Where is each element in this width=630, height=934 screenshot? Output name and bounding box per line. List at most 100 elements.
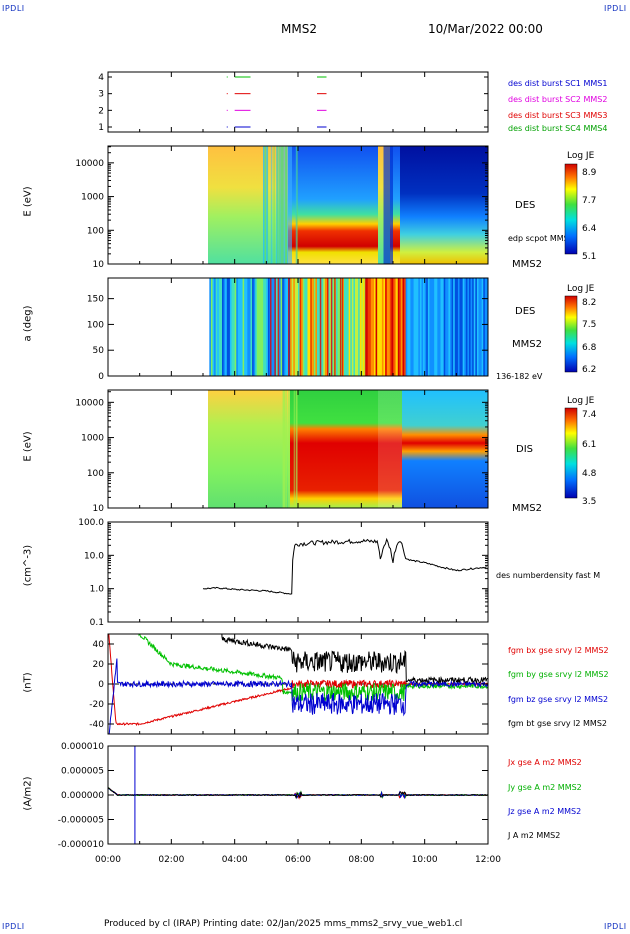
spectrogram-band — [469, 278, 472, 376]
spectrogram-band — [294, 278, 297, 376]
spectrogram-band — [412, 278, 415, 376]
spectrogram-band — [435, 278, 438, 376]
corner-label-top-right: IPDLI — [604, 4, 627, 13]
spectrogram-band — [372, 278, 375, 376]
y-tick-label: 0 — [98, 372, 104, 382]
colorbar-tick: 7.4 — [582, 410, 597, 420]
spectrogram-region — [208, 390, 290, 508]
colorbar-tick: 3.5 — [582, 497, 597, 507]
spectrogram-band — [359, 278, 362, 376]
spectrogram-band — [321, 278, 324, 376]
spectrogram-band — [260, 278, 263, 376]
y-tick-label: 0.000000 — [61, 791, 104, 801]
spectrogram-band — [467, 278, 470, 376]
colorbar-title-1: Log JE — [567, 151, 595, 161]
spectrogram-band — [228, 278, 231, 376]
spectrogram-band — [356, 278, 359, 376]
spectrogram-band — [288, 278, 291, 376]
legend-bt: fgm bt gse srvy l2 MMS2 — [508, 719, 607, 728]
burst-dot — [226, 126, 228, 128]
spectrogram-band — [283, 278, 286, 376]
spectrogram-band — [434, 278, 437, 376]
colorbar-tick: 7.5 — [582, 320, 597, 330]
spectrogram-band — [305, 278, 308, 376]
spectrogram-band — [261, 278, 264, 376]
spectrogram-band — [478, 278, 481, 376]
y-tick-label: 2 — [98, 106, 104, 116]
spectrogram-band — [389, 278, 392, 376]
y-tick-label: 10000 — [75, 398, 104, 408]
spectrogram-band — [329, 278, 332, 376]
spectrogram-band — [229, 278, 232, 376]
spectrogram-band — [237, 278, 240, 376]
burst-dot — [226, 109, 228, 111]
spectrogram-band — [459, 278, 462, 376]
label-mms2-3: MMS2 — [512, 503, 542, 514]
legend-jy: Jy gse A m2 MMS2 — [508, 783, 582, 792]
spectrogram-band — [247, 278, 250, 376]
spectrogram-band — [364, 278, 367, 376]
y-tick-label: 1000 — [81, 193, 104, 203]
colorbar-tick: 5.1 — [582, 252, 597, 262]
spectrogram-band — [386, 278, 389, 376]
legend-sc3: des dist burst SC3 MMS3 — [508, 111, 608, 120]
spectrogram-band — [421, 278, 424, 376]
spectrogram-band — [345, 278, 348, 376]
spectrogram-streak — [273, 146, 275, 264]
spectrogram-band — [315, 278, 318, 376]
colorbar-tick: 6.2 — [582, 365, 597, 375]
spectrogram-band — [298, 278, 301, 376]
y-tick-label: 0.000005 — [61, 767, 104, 777]
spectrogram-band — [445, 278, 448, 376]
spectrogram-band — [446, 278, 449, 376]
colorbar-tick: 7.7 — [582, 196, 597, 206]
spectrogram-band — [340, 278, 343, 376]
y-tick-label: 100 — [87, 469, 104, 479]
label-dis: DIS — [516, 444, 533, 455]
spectrogram-band — [440, 278, 443, 376]
spectrogram-band — [218, 278, 221, 376]
spectrogram-band — [358, 278, 361, 376]
y-tick-label: 100.0 — [78, 518, 104, 528]
spectrogram-band — [437, 278, 440, 376]
spectrogram-band — [266, 278, 269, 376]
y-tick-label: -20 — [89, 700, 104, 710]
spectrogram-band — [336, 278, 339, 376]
spectrogram-band — [337, 278, 340, 376]
spectrogram-band — [241, 278, 244, 376]
colorbar-title-3: Log JE — [567, 396, 595, 406]
spectrogram-band — [299, 278, 302, 376]
spectrogram-band — [327, 278, 329, 376]
spectrogram-band — [309, 278, 312, 376]
colorbar-tick: 8.9 — [582, 168, 597, 178]
spectrogram-streak — [293, 390, 295, 508]
spectrogram-band — [212, 278, 215, 376]
spectrogram-band — [448, 278, 451, 376]
spectrogram-band — [402, 278, 405, 376]
spectrogram-band — [301, 278, 304, 376]
spectrogram-band — [271, 278, 274, 376]
spectrogram-band — [334, 278, 336, 376]
spectrogram-band — [220, 278, 223, 376]
panel-current-density — [108, 746, 488, 844]
spectrogram-band — [313, 278, 316, 376]
label-mms2-1: MMS2 — [512, 259, 542, 270]
spectrogram-region — [378, 390, 402, 508]
spectrogram-band — [366, 278, 369, 376]
spectrogram-region — [400, 146, 488, 264]
spectrogram-band — [475, 278, 478, 376]
spectrogram-band — [217, 278, 220, 376]
spectrogram-band — [236, 278, 239, 376]
y-tick-label: 10 — [93, 504, 105, 514]
spectrogram-streak — [282, 390, 284, 508]
spectrogram-band — [405, 278, 408, 376]
legend-bx: fgm bx gse srvy l2 MMS2 — [508, 646, 609, 655]
spectrogram-band — [369, 278, 372, 376]
y-tick-label: 0 — [98, 680, 104, 690]
spectrogram-band — [209, 278, 212, 376]
legend-sc2: des dist burst SC2 MMS2 — [508, 95, 608, 104]
spectrogram-band — [296, 278, 299, 376]
x-tick-label: 02:00 — [158, 855, 184, 865]
spectrogram-band — [378, 278, 381, 376]
spectrogram-band — [250, 278, 253, 376]
